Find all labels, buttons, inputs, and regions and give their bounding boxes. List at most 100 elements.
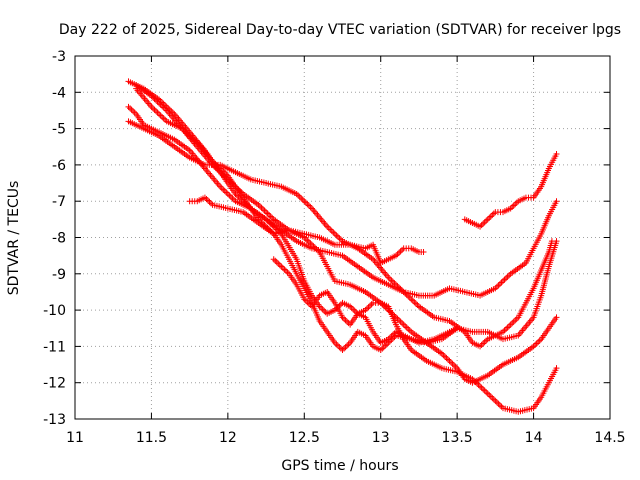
data-point bbox=[160, 115, 167, 122]
data-point bbox=[282, 267, 289, 274]
data-point bbox=[481, 387, 488, 394]
data-point bbox=[481, 219, 488, 226]
data-point bbox=[553, 198, 560, 205]
data-point bbox=[270, 256, 277, 263]
data-point bbox=[486, 214, 493, 221]
data-point bbox=[498, 279, 505, 286]
data-point bbox=[408, 296, 415, 303]
data-point bbox=[553, 314, 560, 321]
data-point bbox=[506, 272, 513, 279]
data-point bbox=[414, 302, 421, 309]
data-point bbox=[154, 109, 161, 116]
data-point bbox=[264, 210, 271, 217]
data-point bbox=[342, 317, 349, 324]
data-point bbox=[266, 211, 273, 218]
data-point bbox=[301, 198, 308, 205]
data-point bbox=[507, 321, 514, 328]
series-track-8 bbox=[461, 151, 560, 230]
data-point bbox=[127, 105, 134, 112]
data-point bbox=[151, 106, 158, 113]
data-point bbox=[328, 227, 335, 234]
x-tick-label: 12 bbox=[219, 430, 237, 446]
data-point bbox=[330, 229, 337, 236]
data-point bbox=[149, 105, 156, 112]
data-point bbox=[441, 353, 448, 360]
data-point bbox=[486, 392, 493, 399]
data-point bbox=[484, 216, 491, 223]
data-point bbox=[501, 276, 508, 283]
data-point bbox=[399, 246, 406, 253]
data-point bbox=[489, 394, 496, 401]
data-point bbox=[256, 203, 263, 210]
data-point bbox=[305, 238, 312, 245]
data-point bbox=[533, 340, 540, 347]
data-point bbox=[337, 301, 344, 308]
data-point bbox=[350, 306, 357, 313]
data-point bbox=[227, 193, 234, 200]
data-point bbox=[302, 199, 309, 206]
x-tick-label: 12.5 bbox=[289, 430, 320, 446]
data-point bbox=[223, 189, 230, 196]
data-point bbox=[490, 210, 497, 217]
data-point bbox=[477, 383, 484, 390]
data-point bbox=[411, 299, 418, 306]
y-tick-label: -5 bbox=[52, 122, 66, 138]
series-track-1 bbox=[125, 78, 560, 415]
data-point bbox=[397, 248, 404, 255]
data-point bbox=[397, 318, 404, 325]
data-point bbox=[452, 363, 459, 370]
y-tick-label: -11 bbox=[43, 339, 66, 355]
data-point bbox=[260, 206, 267, 213]
data-point bbox=[449, 360, 456, 367]
y-tick-label: -12 bbox=[43, 376, 66, 392]
data-point bbox=[500, 278, 506, 285]
data-point bbox=[405, 325, 412, 332]
data-point bbox=[368, 301, 375, 308]
y-tick-label: -9 bbox=[52, 267, 66, 283]
data-point bbox=[478, 341, 485, 348]
data-point bbox=[344, 318, 351, 325]
grid bbox=[75, 56, 610, 419]
x-tick-label: 13.5 bbox=[442, 430, 473, 446]
series-track-5 bbox=[125, 118, 555, 350]
data-point bbox=[496, 402, 503, 409]
data-point bbox=[406, 327, 413, 334]
data-point bbox=[365, 304, 372, 311]
data-point bbox=[157, 112, 164, 119]
data-point bbox=[276, 262, 283, 269]
data-point bbox=[221, 188, 228, 195]
data-point bbox=[296, 193, 303, 200]
data-point bbox=[263, 209, 270, 216]
data-point bbox=[400, 321, 407, 328]
data-point bbox=[446, 357, 453, 364]
data-point bbox=[341, 315, 348, 322]
data-point bbox=[334, 342, 341, 349]
data-point bbox=[278, 263, 285, 270]
data-point bbox=[510, 318, 517, 325]
data-point bbox=[258, 204, 265, 211]
data-point bbox=[279, 264, 286, 271]
data-point bbox=[512, 317, 519, 324]
data-point bbox=[275, 260, 282, 267]
series-track-3 bbox=[133, 85, 560, 386]
data-point bbox=[510, 202, 517, 209]
data-point bbox=[481, 339, 488, 346]
data-point bbox=[379, 345, 386, 352]
data-point bbox=[487, 393, 494, 400]
data-point bbox=[130, 108, 137, 115]
data-point bbox=[267, 213, 274, 220]
y-tick-label: -3 bbox=[52, 49, 66, 65]
data-point bbox=[480, 386, 487, 393]
data-point bbox=[402, 323, 409, 330]
data-point bbox=[131, 109, 138, 116]
data-point bbox=[440, 352, 447, 359]
data-point bbox=[451, 362, 458, 369]
x-tick-label: 11.5 bbox=[136, 430, 167, 446]
data-point bbox=[125, 103, 132, 110]
data-point bbox=[386, 275, 393, 282]
data-point bbox=[336, 235, 343, 242]
data-point bbox=[382, 342, 389, 349]
data-point bbox=[156, 111, 163, 118]
data-point bbox=[492, 397, 499, 404]
